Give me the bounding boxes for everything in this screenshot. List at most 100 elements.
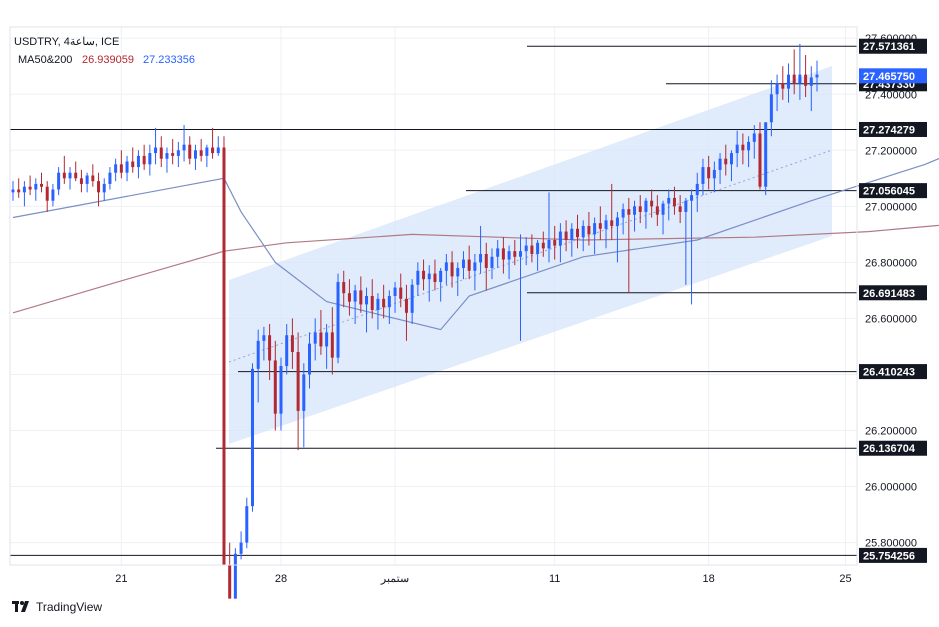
candle-body [815,74,819,78]
candle [604,214,608,249]
candle [444,253,448,285]
candle [815,60,819,92]
candle [695,172,699,212]
candle-body [456,267,460,277]
candle [701,158,705,196]
candle-body [57,172,61,190]
candle [131,147,135,173]
candle-body [308,343,312,375]
candle-body [262,335,266,341]
candle [114,158,118,182]
candle-body [97,181,101,193]
candle [45,181,49,212]
moving-averages [12,157,939,331]
candle [250,363,254,512]
x-tick-label: ستمبر [380,573,409,585]
price-tag: 27.056045 [859,183,927,199]
candle-body [536,242,540,254]
candle-body [330,332,334,358]
candle-body [741,144,745,151]
candle [68,167,72,190]
price-tag-label: 27.571361 [863,41,915,53]
candle [193,144,197,170]
candle-body [610,220,614,226]
candle [621,203,625,235]
ma-label: MA50&200 [18,54,72,66]
candle-body [79,178,83,184]
candle-body [228,565,232,599]
candle [501,237,505,274]
candle [176,141,180,168]
tradingview-logo-icon [12,601,29,612]
candle [342,270,346,308]
candle-body [809,77,813,86]
price-tag-label: 27.056045 [863,186,915,198]
candle-body [365,296,369,305]
candle [427,265,431,302]
candle [239,531,243,560]
candle-body [661,203,665,215]
candle [741,133,745,165]
candle [461,251,465,280]
candle [678,195,682,224]
candle-body [216,147,220,154]
price-tag-bg [859,547,927,563]
candle-body [650,200,654,207]
candle-body [114,164,118,173]
candle-body [735,144,739,154]
candle [256,329,260,403]
price-tag-bg [859,121,927,137]
candle [769,80,773,137]
candle [97,172,101,207]
candle-body [627,209,631,215]
price-tag-label: 27.274279 [863,124,915,136]
candle [564,220,568,252]
candle-body [387,296,391,308]
candle-body [798,74,802,84]
candle [672,186,676,215]
y-tick-label: 27.200000 [865,145,917,157]
candles [11,43,819,599]
candle-body [148,153,152,165]
candle [496,239,500,268]
candle [211,127,215,159]
candle-body [279,366,283,414]
candle [809,66,813,112]
candle [17,178,21,198]
candle-body [245,506,249,543]
candle [513,239,517,266]
horizontal-levels [10,45,857,556]
channel-midline [228,149,833,363]
candle-body [290,335,294,353]
ma200-value: 27.233356 [143,54,195,66]
candle-body [171,153,175,156]
tradingview-brand[interactable]: TradingView [12,600,102,614]
price-tag: 26.136704 [859,440,927,456]
candle [775,74,779,112]
chart-legend: USDTRY, 4ساعة, ICE MA50&200 26.939059 27… [14,36,195,66]
candle-body [193,150,197,159]
candle [91,164,95,187]
candle-body [319,332,323,347]
candle-body [233,553,237,599]
candle-body [467,259,471,271]
candle-body [416,270,420,285]
candle [296,332,300,451]
candle [798,43,802,100]
price-tag-bg [859,440,927,456]
candle-body [102,183,106,193]
candle-body [222,147,226,566]
candle [729,150,733,182]
y-tick-label: 25.800000 [865,538,917,550]
candle-body [524,245,528,252]
candle [752,125,756,159]
candle [290,318,294,369]
candle-body [461,259,465,268]
candle [365,287,369,333]
candle [79,169,83,193]
candle [615,211,619,263]
candle [159,136,163,168]
candle [786,63,790,103]
candle [199,139,203,162]
